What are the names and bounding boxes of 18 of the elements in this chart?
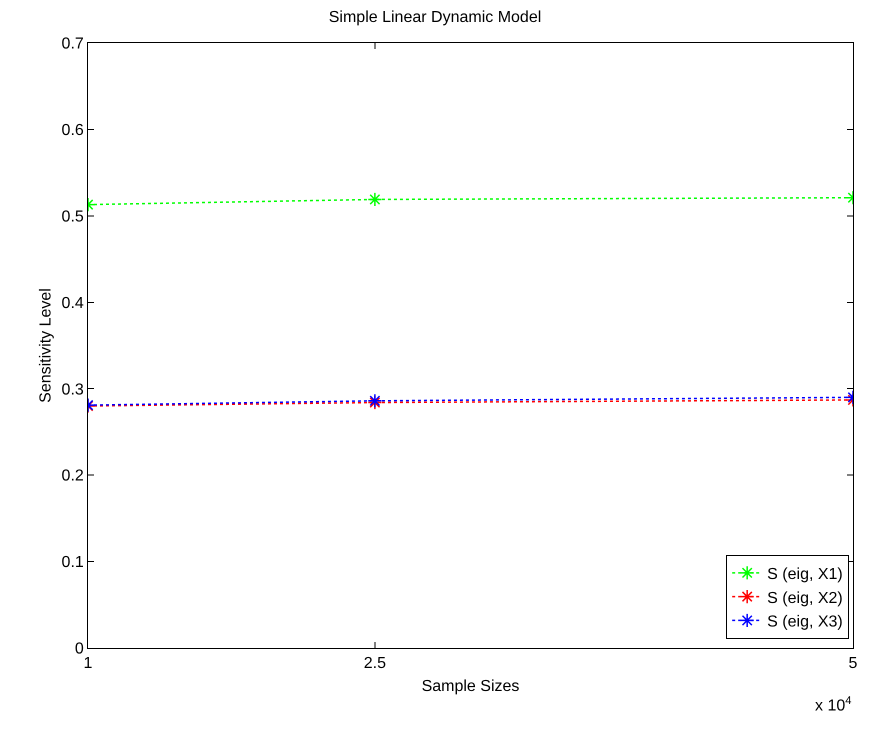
y-tick-label: 0.1	[62, 554, 84, 572]
y-tick-label: 0.4	[62, 294, 84, 312]
y-tick-label: 0.7	[62, 36, 84, 53]
x-tick-label: 2.5	[364, 655, 386, 672]
legend-label: S (eig, X2)	[767, 590, 843, 607]
y-tick-label: 0.3	[62, 381, 84, 398]
y-axis-title: Sensitivity Level	[37, 288, 54, 403]
y-tick-label: 0.6	[62, 122, 84, 140]
legend-label: S (eig, X1)	[767, 566, 843, 584]
chart-title: Simple Linear Dynamic Model	[328, 9, 542, 26]
legend-label: S (eig, X3)	[767, 614, 843, 631]
y-tick-label: 0	[74, 640, 84, 658]
y-tick-label: 0.2	[62, 468, 84, 485]
x-axis-title: Sample Sizes	[422, 678, 520, 695]
x-tick-label: 1	[84, 655, 93, 672]
y-tick-label: 0.5	[62, 208, 84, 226]
text: x 10$^{4}$	[815, 695, 852, 715]
x-tick-label: 5	[848, 655, 858, 672]
